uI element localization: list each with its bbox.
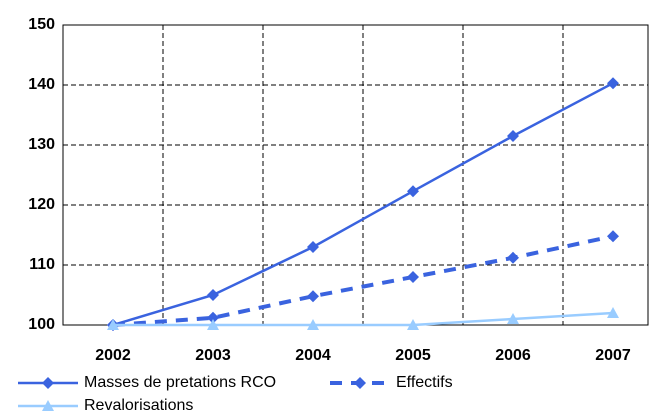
data-point <box>207 311 219 324</box>
data-point <box>507 313 519 324</box>
y-tick-label: 100 <box>28 316 55 333</box>
data-point <box>107 319 119 330</box>
x-tick-label: 2007 <box>595 347 631 364</box>
legend-label: Masses de pretations RCO <box>84 374 276 391</box>
data-point <box>507 251 519 264</box>
series-line <box>112 82 614 327</box>
data-point <box>307 241 319 253</box>
x-tick-label: 2002 <box>95 347 131 364</box>
data-point <box>207 319 219 330</box>
series-line <box>113 311 614 327</box>
data-point <box>307 319 319 330</box>
x-tick-label: 2003 <box>195 347 231 364</box>
y-tick-label: 140 <box>28 76 55 93</box>
y-tick-label: 110 <box>29 256 55 273</box>
legend-marker <box>42 377 54 389</box>
legend-label: Effectifs <box>396 374 453 391</box>
data-point <box>407 319 419 330</box>
data-point <box>407 185 419 198</box>
data-point <box>607 307 619 318</box>
legend-marker <box>42 400 54 411</box>
legend-marker <box>354 377 366 389</box>
data-point <box>307 290 319 303</box>
data-point <box>207 289 219 301</box>
series-line <box>112 234 614 327</box>
data-point <box>407 271 419 283</box>
legend-label: Revalorisations <box>84 397 193 414</box>
y-tick-label: 130 <box>28 136 55 153</box>
data-point <box>607 77 619 90</box>
data-point <box>607 230 619 243</box>
plot-border <box>62 24 649 326</box>
x-tick-label: 2006 <box>495 347 531 364</box>
data-point <box>507 130 519 142</box>
y-tick-label: 120 <box>28 196 55 213</box>
y-tick-label: 150 <box>28 16 55 33</box>
x-tick-label: 2004 <box>295 347 331 364</box>
x-tick-label: 2005 <box>395 347 431 364</box>
